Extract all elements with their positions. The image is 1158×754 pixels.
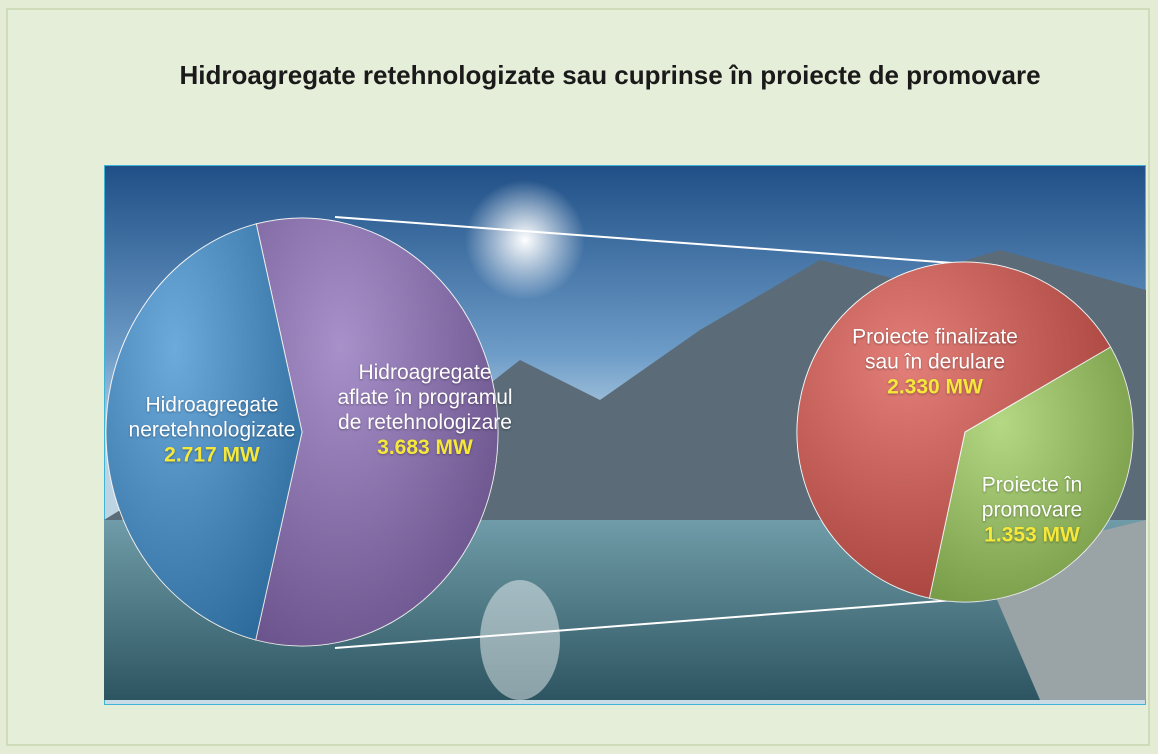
value-label: 2.330 MW <box>835 375 1035 400</box>
value-label: 1.353 MW <box>957 523 1107 548</box>
value-label: 2.717 MW <box>112 443 312 468</box>
category-label: Hidroagregate neretehnologizate <box>129 394 296 442</box>
category-label: Proiecte în promovare <box>982 474 1082 522</box>
category-label: Proiecte finalizate sau în derulare <box>852 326 1018 374</box>
chart-title: Hidroagregate retehnologizate sau cuprin… <box>150 58 1070 93</box>
value-label: 3.683 MW <box>330 435 520 460</box>
reflection <box>480 580 560 700</box>
sun <box>465 180 585 300</box>
page: Hidroagregate retehnologizate sau cuprin… <box>0 0 1158 754</box>
category-label: Hidroagregate aflate în programul de ret… <box>337 361 512 434</box>
slice-label: Hidroagregate aflate în programul de ret… <box>330 360 520 460</box>
